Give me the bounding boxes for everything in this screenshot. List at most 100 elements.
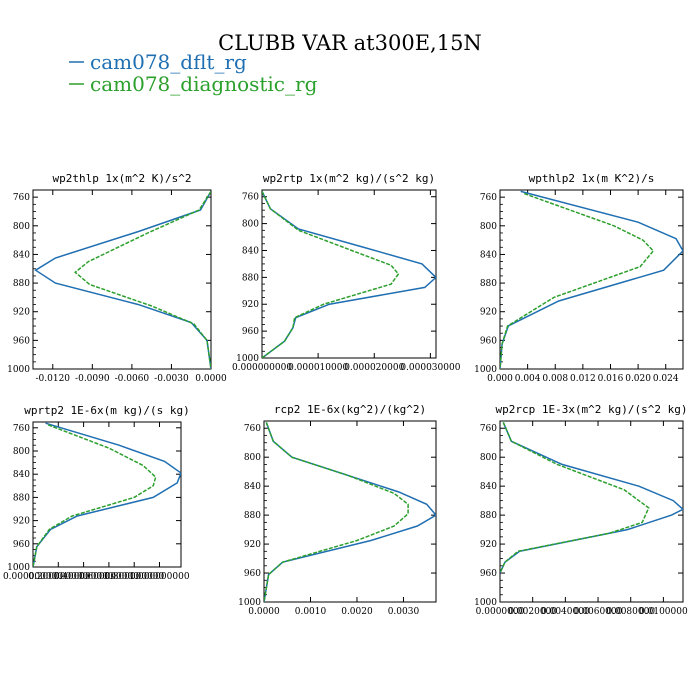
y-tick-label: 760: [13, 424, 30, 434]
x-tick-label: -0.0060: [115, 374, 150, 384]
series-group: [34, 190, 211, 369]
series-line-cam078-dflt-rg: [264, 422, 436, 602]
y-tick-label: 960: [480, 336, 497, 346]
x-tick-label: 0.000030000: [400, 363, 460, 373]
x-tick-label: -0.0120: [36, 374, 71, 384]
y-tick-label: 880: [13, 279, 30, 289]
x-tick-label: 1.000000000: [129, 572, 189, 582]
y-tick-label: 800: [480, 453, 497, 463]
panel-6: wp2rcp 1E-3x(m^2 kg)/(s^2 kg) 760 800 840 88…: [474, 403, 688, 617]
y-tick-label: 800: [480, 222, 497, 232]
panel-title: wp2thlp 1x(m^2 K)/s^2: [52, 172, 191, 185]
x-tick-label: 0.008: [542, 374, 568, 384]
x-tick-label: 0.000020000: [344, 363, 404, 373]
x-tick-label: 0.0020: [341, 607, 373, 617]
panel-5: rcp2 1E-6x(kg^2)/(kg^2) 760 800 840 880 920 96…: [238, 403, 437, 617]
x-tick-label: -0.0090: [75, 374, 110, 384]
y-tick-label: 800: [244, 453, 261, 463]
x-tick-label: 0.0060000: [574, 607, 623, 617]
x-tick-label: 0.0040000: [541, 607, 590, 617]
legend-label-diag: cam078_diagnostic_rg: [90, 72, 318, 96]
panel-3: wpthlp2 1x(m K^2)/s 760 800 840 880 920 960 100…: [474, 172, 684, 384]
series-line-cam078-diagnostic-rg: [500, 192, 655, 369]
y-tick-label: 1000: [474, 598, 497, 608]
x-tick-label: 0.0100000: [639, 607, 688, 617]
y-tick-label: 880: [480, 279, 497, 289]
x-tick-label: 0.000: [487, 374, 513, 384]
plot-frame: [32, 189, 212, 370]
y-tick-label: 1000: [236, 354, 259, 364]
x-tick-label: 0.000000000: [3, 572, 63, 582]
series-group: [262, 190, 436, 358]
y-tick-label: 1000: [474, 365, 497, 375]
y-tick-label: 960: [244, 569, 261, 579]
y-tick-label: 840: [480, 250, 497, 260]
figure-title: CLUBB VAR at300E,15N: [218, 31, 482, 55]
y-tick-label: 1000: [7, 563, 30, 573]
x-tick-label: 0.004: [515, 374, 541, 384]
panel-4: wprtp2 1E-6x(m kg)/(s kg) 760 800 840 880 920…: [3, 404, 190, 582]
legend-label-dflt: cam078_dflt_rg: [90, 50, 247, 74]
panel-title: wpthlp2 1x(m K^2)/s: [529, 172, 655, 185]
y-tick-label: 880: [13, 493, 30, 503]
x-tick-label: 0.016: [598, 374, 624, 384]
series-line-cam078-diagnostic-rg: [264, 422, 409, 602]
y-tick-label: 920: [244, 540, 261, 550]
x-tick-label: 0.0080000: [606, 607, 655, 617]
panel-1: wp2thlp 1x(m^2 K)/s^2 760 800 840 880 920 960 1…: [7, 172, 227, 384]
panel-title: wp2rcp 1E-3x(m^2 kg)/(s^2 kg): [495, 403, 687, 416]
y-tick-label: 880: [480, 511, 497, 521]
y-tick-label: 760: [244, 424, 261, 434]
series-line-cam078-dflt-rg: [34, 191, 211, 369]
series-line-cam078-dflt-rg: [262, 190, 436, 358]
plot-frame: [32, 421, 182, 568]
plot-frame: [499, 420, 684, 603]
y-tick-label: 840: [13, 250, 30, 260]
series-group: [500, 190, 683, 369]
y-tick-label: 800: [13, 222, 30, 232]
y-tick-label: 760: [13, 193, 30, 203]
series-group: [500, 422, 683, 574]
x-tick-label: 0.024: [653, 374, 679, 384]
x-tick-label: 0.0020000: [508, 607, 557, 617]
legend: cam078_dflt_rg cam078_diagnostic_rg: [69, 50, 318, 96]
series-line-cam078-dflt-rg: [500, 422, 683, 574]
y-tick-label: 920: [480, 540, 497, 550]
panel-title: wprtp2 1E-6x(m kg)/(s kg): [24, 404, 190, 417]
y-tick-label: 920: [480, 308, 497, 318]
y-tick-label: 960: [480, 569, 497, 579]
y-tick-label: 1000: [7, 365, 30, 375]
panel-title: rcp2 1E-6x(kg^2)/(kg^2): [274, 403, 426, 416]
plot-frame: [261, 189, 437, 359]
y-tick-label: 840: [244, 482, 261, 492]
x-tick-label: 0.0030: [388, 607, 420, 617]
panels-area: wp2thlp 1x(m^2 K)/s^2 760 800 840 880 920 960 1…: [3, 172, 688, 617]
y-tick-label: 840: [13, 470, 30, 480]
x-tick-label: 0.020: [625, 374, 651, 384]
x-tick-label: 0.800000000: [104, 572, 164, 582]
x-tick-label: 0.200000000: [28, 572, 88, 582]
series-line-cam078-diagnostic-rg: [74, 190, 211, 369]
series-line-cam078-diagnostic-rg: [500, 422, 650, 574]
y-tick-label: 760: [480, 424, 497, 434]
x-tick-label: 0.400000000: [54, 572, 114, 582]
y-tick-label: 920: [13, 308, 30, 318]
y-tick-label: 880: [244, 511, 261, 521]
x-tick-label: 0.600000000: [79, 572, 139, 582]
y-tick-label: 920: [13, 517, 30, 527]
y-tick-label: 760: [242, 193, 259, 203]
x-tick-label: 0.0000: [195, 374, 227, 384]
series-group: [33, 422, 181, 567]
y-tick-label: 760: [480, 193, 497, 203]
x-tick-label: 0.000000000: [232, 363, 292, 373]
panel-title: wp2rtp 1x(m^2 kg)/(s^2 kg): [263, 172, 435, 185]
x-tick-label: 0.012: [570, 374, 596, 384]
y-tick-label: 920: [242, 300, 259, 310]
y-tick-label: 800: [13, 447, 30, 457]
y-tick-label: 960: [242, 327, 259, 337]
y-tick-label: 800: [242, 220, 259, 230]
y-tick-label: 1000: [238, 598, 261, 608]
x-tick-label: 0.0000: [248, 607, 280, 617]
x-tick-label: 0.000010000: [288, 363, 348, 373]
